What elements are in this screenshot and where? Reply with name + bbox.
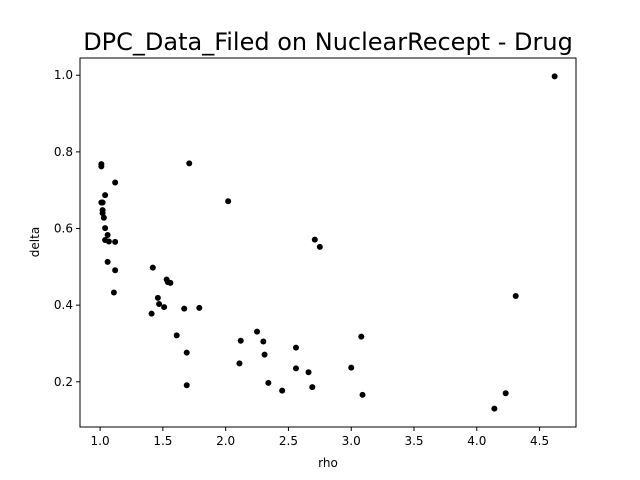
y-tick-label: 0.6 <box>54 222 73 236</box>
data-point <box>99 210 106 217</box>
data-point <box>305 369 312 376</box>
x-axis-label: rho <box>318 456 338 470</box>
y-tick-label: 0.8 <box>54 145 73 159</box>
data-point <box>348 364 355 371</box>
data-point <box>551 73 558 80</box>
data-point <box>104 258 111 265</box>
data-point <box>183 349 190 356</box>
data-point <box>100 214 107 221</box>
chart-title: DPC_Data_Filed on NuclearRecept - Drug <box>83 28 573 56</box>
data-point <box>292 365 299 372</box>
data-point <box>260 338 267 345</box>
data-point <box>261 351 268 358</box>
data-point <box>254 328 261 335</box>
data-point <box>358 333 365 340</box>
x-tick-label: 4.5 <box>530 434 549 448</box>
data-point <box>148 310 155 317</box>
x-tick-label: 1.0 <box>91 434 110 448</box>
data-point <box>279 387 286 394</box>
data-point <box>154 294 161 301</box>
data-point <box>491 405 498 412</box>
y-axis-label: delta <box>28 227 42 257</box>
data-point <box>292 344 299 351</box>
data-point <box>167 279 174 286</box>
x-tick-label: 4.0 <box>467 434 486 448</box>
data-point <box>311 236 318 243</box>
data-point <box>181 305 188 312</box>
data-point <box>149 264 156 271</box>
data-point <box>309 384 316 391</box>
y-tick-label: 1.0 <box>54 68 73 82</box>
data-point <box>237 337 244 344</box>
data-point <box>102 225 109 232</box>
data-point <box>196 304 203 311</box>
data-point <box>236 360 243 367</box>
x-tick-label: 2.5 <box>279 434 298 448</box>
x-tick-label: 2.0 <box>216 434 235 448</box>
data-point <box>156 301 163 307</box>
data-point <box>99 199 106 206</box>
data-point <box>186 160 193 167</box>
data-point <box>161 304 168 311</box>
y-tick-label: 0.4 <box>54 298 73 312</box>
data-points <box>98 73 558 412</box>
data-point <box>112 238 119 245</box>
data-point <box>105 238 112 245</box>
data-point <box>512 292 519 299</box>
x-tick-label: 1.5 <box>153 434 172 448</box>
data-point <box>265 379 272 386</box>
data-point <box>502 390 509 397</box>
y-tick-label: 0.2 <box>54 375 73 389</box>
data-point <box>110 289 117 296</box>
data-point <box>102 192 109 199</box>
data-point <box>112 267 119 274</box>
plot-area-frame <box>79 57 577 428</box>
data-point <box>173 332 180 339</box>
data-point <box>316 243 323 250</box>
data-point <box>104 232 111 239</box>
y-axis: 0.2 0.4 0.6 0.8 1.0 <box>54 68 80 389</box>
data-point <box>225 198 232 205</box>
x-tick-label: 3.0 <box>342 434 361 448</box>
x-axis: 1.0 1.5 2.0 2.5 3.0 3.5 4.0 4.5 <box>91 427 549 448</box>
data-point <box>98 163 105 170</box>
x-tick-label: 3.5 <box>404 434 423 448</box>
data-point <box>183 382 190 389</box>
data-point <box>359 391 366 398</box>
data-point <box>112 179 119 186</box>
